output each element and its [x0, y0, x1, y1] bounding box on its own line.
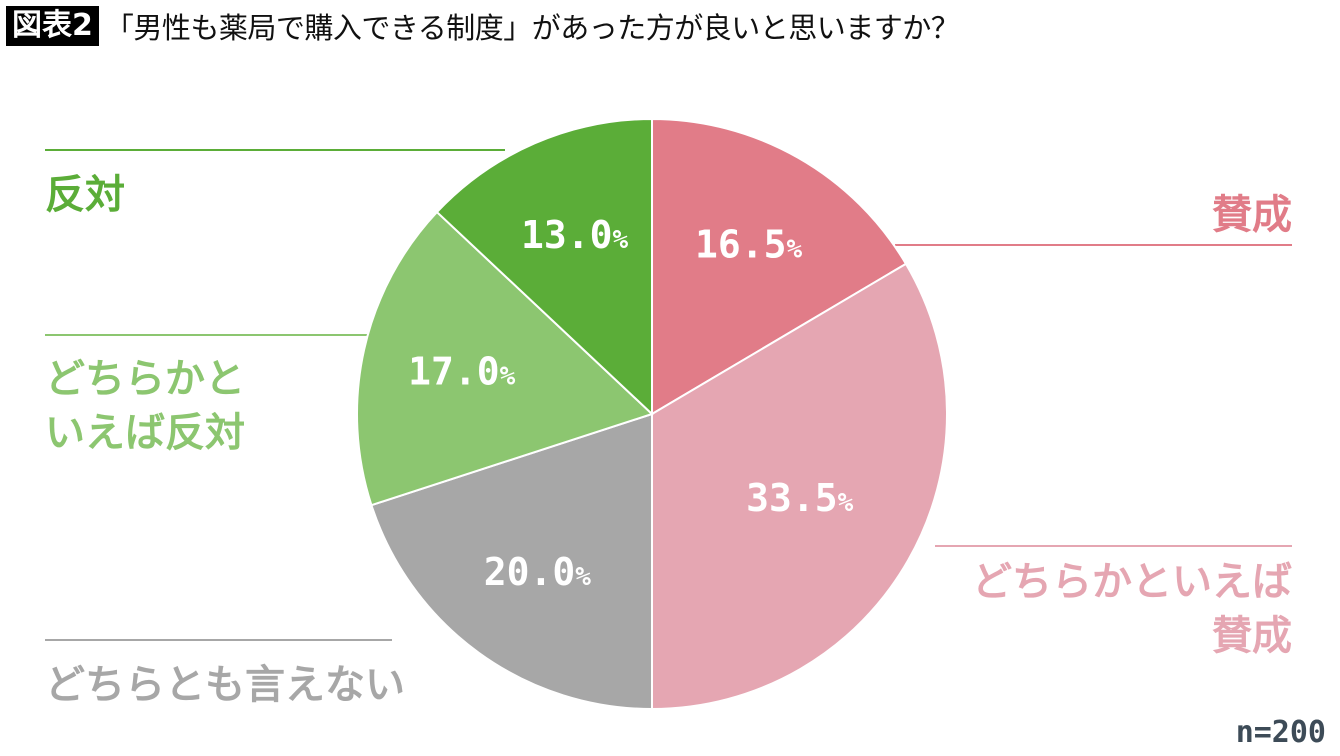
- pie-slice: [651, 117, 908, 416]
- sample-size: n=200: [1235, 715, 1326, 750]
- slice-value-label: 20.0%: [484, 550, 592, 594]
- slice-value-label: 17.0%: [408, 349, 516, 393]
- label-line: どちらかと: [45, 356, 245, 402]
- pie-slice: [651, 262, 948, 711]
- legend-label-somewhat-agree: どちらかといえば 賛成: [972, 555, 1292, 663]
- figure-label: 図表2: [6, 6, 99, 46]
- legend-label-agree: 賛成: [1212, 192, 1292, 238]
- slice-value-label: 33.5%: [746, 476, 854, 520]
- pie-slice: [435, 117, 653, 417]
- title-bar: 図表2 「男性も薬局で購入できる制度」があった方が良いと思いますか？: [6, 6, 960, 46]
- legend-label-somewhat-oppose: どちらかと いえば反対: [45, 352, 245, 460]
- slice-value-label: 13.0%: [521, 213, 629, 257]
- label-line: 賛成: [1212, 613, 1292, 659]
- label-line: いえば反対: [45, 410, 245, 456]
- slice-value-label: 16.5%: [695, 223, 803, 267]
- legend-label-oppose: 反対: [45, 172, 125, 218]
- pie-slice: [370, 412, 653, 711]
- chart-title: 「男性も薬局で購入できる制度」があった方が良いと思いますか？: [104, 11, 960, 45]
- legend-label-neutral: どちらとも言えない: [45, 662, 405, 708]
- label-line: どちらかといえば: [972, 559, 1292, 605]
- pie-slice: [356, 210, 654, 507]
